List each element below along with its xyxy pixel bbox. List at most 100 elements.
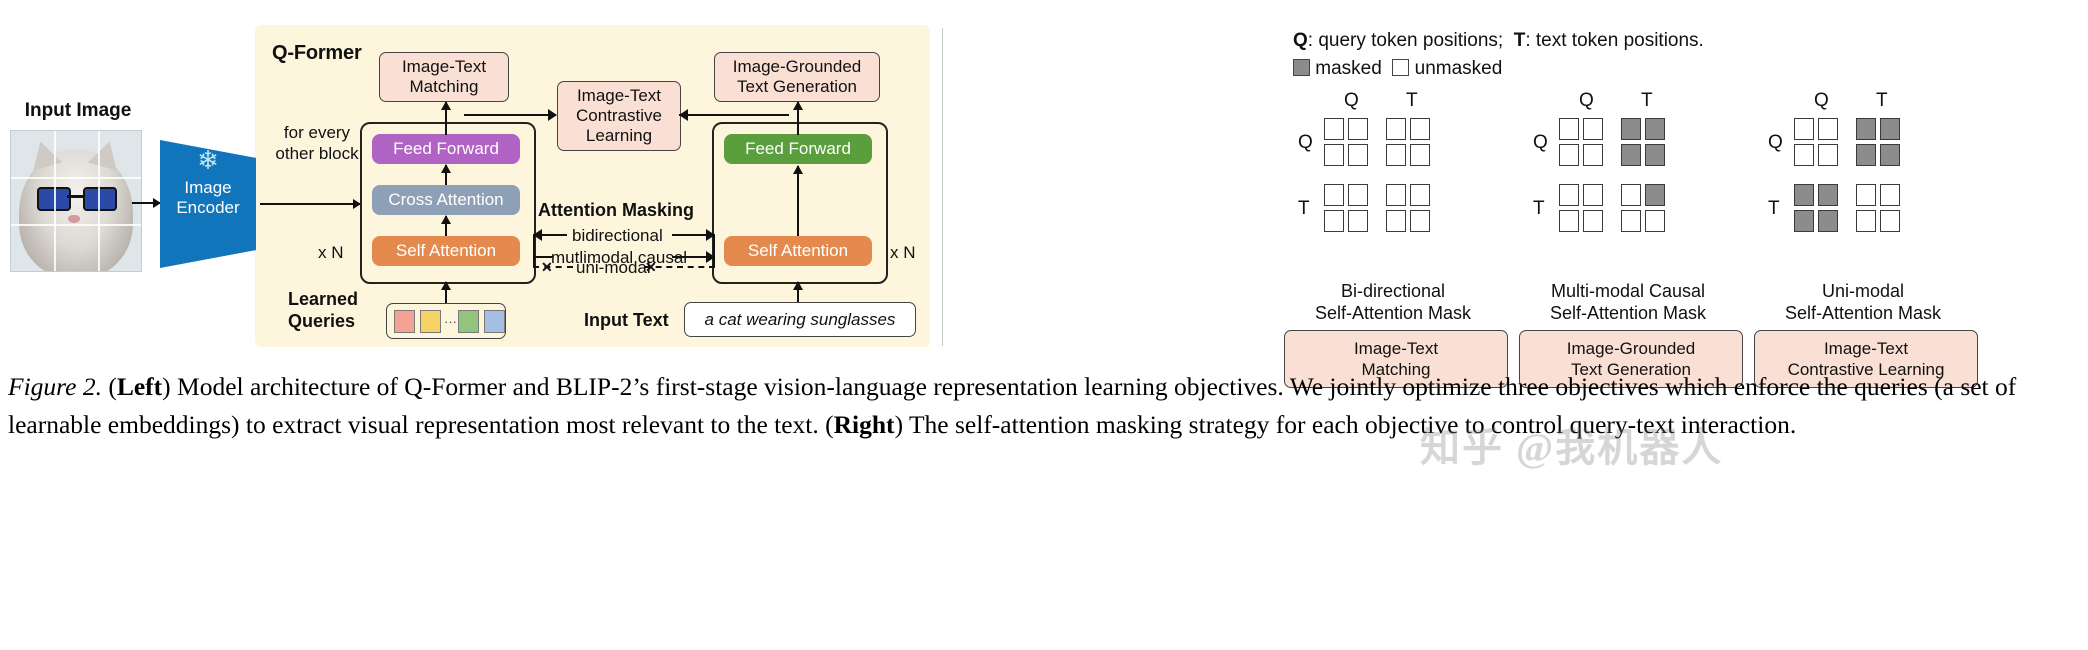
mask-label-multimodal-causal: mutlimodal causal xyxy=(551,248,688,267)
mask-objective-box[interactable]: Image-Text Contrastive Learning xyxy=(1754,330,1978,388)
legend-t-text: : text token positions. xyxy=(1525,30,1704,51)
mask-cell-masked xyxy=(1645,144,1665,166)
cross-mark-icon: ✕ xyxy=(645,259,657,275)
mask-row-header-Q: Q xyxy=(1768,132,1783,153)
mask-cell-unmasked xyxy=(1559,118,1579,140)
mask-line-multimodal-left xyxy=(535,256,553,258)
for-every-other-block-label: for every other block xyxy=(275,123,359,163)
mask-cell-unmasked xyxy=(1410,210,1430,232)
mask-cell-unmasked xyxy=(1348,184,1368,206)
mask-col-header-Q: Q xyxy=(1344,90,1359,111)
arrowhead-bidirectional-left xyxy=(533,229,542,241)
legend-t-key: T xyxy=(1513,30,1526,51)
mask-cell-masked xyxy=(1645,118,1665,140)
mask-cell-masked xyxy=(1645,184,1665,206)
legend-masked-label: masked xyxy=(1315,58,1382,79)
patch-gridline xyxy=(98,131,100,271)
feed-forward-right[interactable]: Feed Forward xyxy=(724,134,872,164)
legend-q-text: : query token positions; xyxy=(1307,30,1504,51)
mask-cell-unmasked xyxy=(1559,184,1579,206)
mask-cell-unmasked xyxy=(1324,118,1344,140)
mask-cell-unmasked xyxy=(1856,184,1876,206)
objective-itm-label: Image-Text Matching xyxy=(401,57,487,96)
self-attention-left[interactable]: Self Attention xyxy=(372,236,520,266)
mask-line-multimodal-right xyxy=(672,256,714,258)
mask-cell-unmasked xyxy=(1348,144,1368,166)
cross-attention-left[interactable]: Cross Attention xyxy=(372,185,520,215)
query-token-2 xyxy=(458,310,479,333)
mask-cell-unmasked xyxy=(1583,210,1603,232)
arrow-self-to-cross xyxy=(441,215,451,236)
mask-cell-masked xyxy=(1880,144,1900,166)
mask-row-header-Q: Q xyxy=(1533,132,1548,153)
mask-label-bidirectional: bidirectional xyxy=(572,226,663,245)
query-token-1 xyxy=(420,310,441,333)
mask-cell-unmasked xyxy=(1583,118,1603,140)
caption-part1: ( xyxy=(101,372,117,401)
mask-cell-unmasked xyxy=(1386,184,1406,206)
learned-queries-label: Learned Queries xyxy=(288,289,359,331)
objective-image-text-matching[interactable]: Image-Text Matching xyxy=(379,52,509,102)
feed-forward-left[interactable]: Feed Forward xyxy=(372,134,520,164)
mask-cell-masked xyxy=(1818,210,1838,232)
caption-right-tag: Right xyxy=(833,410,895,439)
caption-left-tag: Left xyxy=(116,372,163,401)
mask-cell-unmasked xyxy=(1324,210,1344,232)
mask-cell-masked xyxy=(1621,144,1641,166)
objective-itc-label: Image-Text Contrastive Learning xyxy=(576,86,662,145)
patch-gridline xyxy=(54,131,56,271)
mask-row-header-T: T xyxy=(1298,198,1310,219)
query-ellipsis: ··· xyxy=(444,314,457,329)
mask-cell-unmasked xyxy=(1386,210,1406,232)
mask-col-header-T: T xyxy=(1406,90,1418,111)
mask-cell-unmasked xyxy=(1856,210,1876,232)
mask-row-header-Q: Q xyxy=(1298,132,1313,153)
mask-cell-unmasked xyxy=(1818,118,1838,140)
objective-igtg-label: Image-Grounded Text Generation xyxy=(732,57,862,96)
legend-unmasked-label: unmasked xyxy=(1414,58,1503,79)
self-attention-right[interactable]: Self Attention xyxy=(724,236,872,266)
encoder-to-cross-attention-arrow xyxy=(260,199,361,209)
mask-cell-unmasked xyxy=(1410,118,1430,140)
arrow-block-to-itm xyxy=(441,101,451,135)
mask-cell-masked xyxy=(1621,118,1641,140)
input-text-value[interactable]: a cat wearing sunglasses xyxy=(684,302,916,337)
image-encoder-label: Image Encoder xyxy=(176,178,240,217)
mask-objective-box[interactable]: Image-Grounded Text Generation xyxy=(1519,330,1743,388)
mask-cell-masked xyxy=(1856,118,1876,140)
query-token-3 xyxy=(484,310,505,333)
patch-gridline xyxy=(11,177,141,179)
mask-caption: Uni-modal Self-Attention Mask xyxy=(1784,281,1942,323)
mask-cell-masked xyxy=(1794,184,1814,206)
mask-cell-unmasked xyxy=(1621,184,1641,206)
mask-cell-unmasked xyxy=(1621,210,1641,232)
mask-cell-unmasked xyxy=(1386,118,1406,140)
mask-cell-unmasked xyxy=(1410,144,1430,166)
mask-row-header-T: T xyxy=(1768,198,1780,219)
objective-image-text-contrastive[interactable]: Image-Text Contrastive Learning xyxy=(557,81,681,151)
mask-cell-unmasked xyxy=(1645,210,1665,232)
mask-bus-left xyxy=(533,234,535,268)
attention-masking-title: Attention Masking xyxy=(538,200,694,220)
mask-cell-masked xyxy=(1818,184,1838,206)
mask-cell-unmasked xyxy=(1559,144,1579,166)
mask-bus-right xyxy=(713,234,715,268)
input-image-thumbnail xyxy=(10,130,142,272)
legend-token-definitions: Q: query token positions; T: text token … xyxy=(1293,30,1704,52)
cat-nose xyxy=(68,215,80,223)
objective-image-grounded-text-generation[interactable]: Image-Grounded Text Generation xyxy=(714,52,880,102)
right-block-repeat-label: x N xyxy=(890,243,916,262)
arrow-block-to-igtg xyxy=(793,101,803,135)
figure-caption: Figure 2. (Left) Model architecture of Q… xyxy=(8,368,2080,444)
mask-cell-unmasked xyxy=(1794,118,1814,140)
mask-cell-unmasked xyxy=(1410,184,1430,206)
mask-objective-box[interactable]: Image-Text Matching xyxy=(1284,330,1508,388)
mask-row-header-T: T xyxy=(1533,198,1545,219)
mask-caption: Bi-directional Self-Attention Mask xyxy=(1314,281,1472,323)
mask-cell-masked xyxy=(1880,118,1900,140)
panel-divider xyxy=(942,28,943,346)
unmasked-swatch-icon xyxy=(1392,59,1410,76)
arrow-text-to-self-attention xyxy=(793,281,803,304)
arrowhead-left-to-itc xyxy=(548,109,557,121)
